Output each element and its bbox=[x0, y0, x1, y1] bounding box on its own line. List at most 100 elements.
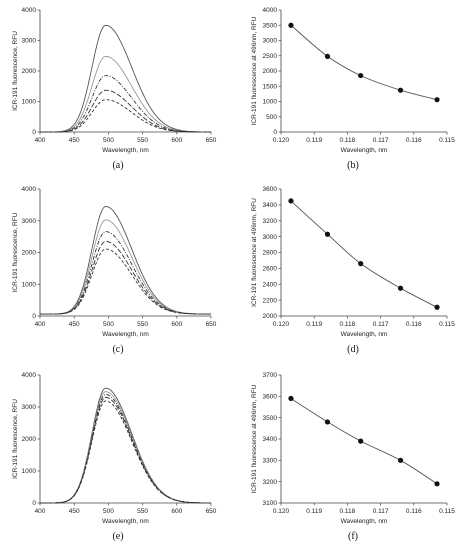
y-tick-label: 4000 bbox=[263, 7, 278, 14]
data-point-2 bbox=[324, 419, 331, 425]
x-tick-label: 0.120 bbox=[273, 137, 290, 144]
y-tick-label: 1000 bbox=[263, 99, 278, 106]
y-axis-label: ICR-191 fluorescence, RFU bbox=[12, 399, 19, 479]
data-point-4 bbox=[397, 457, 404, 463]
data-point-2 bbox=[324, 231, 331, 237]
x-tick-label: 650 bbox=[206, 508, 217, 515]
spectrum-line-4 bbox=[40, 240, 211, 315]
x-tick-label: 0.117 bbox=[373, 137, 389, 144]
spectrum-line-1 bbox=[40, 387, 211, 504]
panel-label: (c) bbox=[112, 344, 123, 355]
y-axis-label: ICR-191 fluorescence, RFU bbox=[12, 31, 19, 111]
x-tick-label: 0.116 bbox=[406, 508, 422, 515]
y-tick-label: 2000 bbox=[263, 68, 278, 75]
x-tick-label: 600 bbox=[171, 321, 182, 328]
panel-label: (a) bbox=[112, 160, 123, 171]
spectrum-line-1 bbox=[40, 206, 211, 315]
y-tick-label: 3600 bbox=[263, 186, 278, 193]
x-tick-label: 0.118 bbox=[340, 137, 356, 144]
x-tick-label: 400 bbox=[35, 137, 46, 144]
y-tick-label: 4000 bbox=[22, 186, 37, 193]
spectrum-line-5 bbox=[40, 400, 211, 504]
data-point-1 bbox=[288, 395, 294, 402]
x-tick-label: 450 bbox=[69, 137, 80, 144]
x-tick-label: 650 bbox=[206, 321, 217, 328]
y-axis-label: ICR-191 fluorescence at 496nm, RFU bbox=[251, 16, 258, 125]
panel-label: (b) bbox=[347, 160, 359, 171]
y-tick-label: 2500 bbox=[263, 53, 278, 60]
panel-label: (f) bbox=[348, 531, 358, 542]
x-tick-label: 0.117 bbox=[373, 321, 389, 328]
x-tick-label: 0.116 bbox=[406, 321, 422, 328]
spectrum-line-4 bbox=[40, 396, 211, 504]
panel-label: (e) bbox=[112, 531, 123, 542]
y-axis-label: ICR-191 fluorescence, RFU bbox=[12, 212, 19, 292]
x-tick-label: 0.115 bbox=[439, 137, 455, 144]
data-point-3 bbox=[358, 72, 364, 79]
y-tick-label: 500 bbox=[266, 114, 277, 121]
y-tick-label: 3700 bbox=[263, 372, 278, 379]
spectrum-line-4 bbox=[40, 89, 211, 133]
spectrum-line-3 bbox=[40, 231, 211, 315]
spectrum-line-2 bbox=[40, 55, 211, 133]
x-tick-label: 0.118 bbox=[340, 321, 356, 328]
x-tick-label: 0.120 bbox=[273, 321, 290, 328]
chart-panel-b: 0 500 1000 1500 2000 2500 3000 3500 4000 0.120 0.1… bbox=[251, 7, 455, 171]
data-point-4 bbox=[397, 285, 404, 291]
y-tick-label: 3000 bbox=[263, 38, 278, 45]
chart-panel-e: 0 1000 2000 3000 4000 400 450 500 550 600 650 Wavel… bbox=[12, 372, 217, 542]
spectrum-line-2 bbox=[40, 391, 211, 504]
chart-panel-c: 0 1000 2000 3000 4000 400 450 500 550 600 650 Wavel… bbox=[12, 186, 217, 355]
data-point-5 bbox=[434, 304, 440, 310]
x-axis-label: Wavelength, nm bbox=[341, 147, 388, 154]
x-tick-label: 400 bbox=[35, 321, 46, 328]
chart-panel-a: 0 1000 2000 3000 4000 400 450 500 550 600 650 Wavel… bbox=[12, 7, 217, 171]
y-tick-label: 2000 bbox=[22, 250, 37, 257]
fit-curve bbox=[290, 398, 438, 485]
y-tick-label: 3200 bbox=[263, 479, 278, 486]
y-tick-label: 0 bbox=[32, 500, 36, 507]
x-tick-label: 500 bbox=[103, 321, 114, 328]
y-tick-label: 3500 bbox=[263, 415, 278, 422]
x-tick-label: 500 bbox=[103, 508, 114, 515]
x-axis-label: Wavelength, nm bbox=[102, 518, 149, 525]
x-tick-label: 0.115 bbox=[439, 508, 455, 515]
x-axis-label: Wavelength, nm bbox=[341, 518, 388, 525]
x-tick-label: 600 bbox=[171, 137, 182, 144]
y-tick-label: 3600 bbox=[263, 394, 278, 401]
y-tick-label: 3100 bbox=[263, 500, 278, 507]
x-tick-label: 550 bbox=[137, 137, 148, 144]
y-tick-label: 1000 bbox=[22, 468, 37, 475]
x-tick-label: 550 bbox=[137, 508, 148, 515]
x-tick-label: 650 bbox=[206, 137, 217, 144]
x-tick-label: 0.119 bbox=[306, 508, 322, 515]
spectrum-line-3 bbox=[40, 75, 211, 133]
y-tick-label: 3400 bbox=[263, 436, 278, 443]
y-axis-label: ICR-191 fluorescence at 496nm, RFU bbox=[251, 198, 258, 307]
panel-label: (d) bbox=[347, 344, 359, 355]
y-tick-label: 3500 bbox=[263, 22, 278, 29]
x-axis-label: Wavelength, nm bbox=[341, 331, 388, 338]
x-tick-label: 600 bbox=[171, 508, 182, 515]
y-tick-label: 3000 bbox=[22, 38, 37, 45]
fit-curve bbox=[290, 24, 438, 101]
spectrum-line-1 bbox=[40, 24, 211, 133]
y-tick-label: 1500 bbox=[263, 83, 278, 90]
y-tick-label: 4000 bbox=[22, 372, 37, 379]
x-tick-label: 500 bbox=[103, 137, 114, 144]
x-tick-label: 0.117 bbox=[373, 508, 389, 515]
x-tick-label: 400 bbox=[35, 508, 46, 515]
x-tick-label: 0.120 bbox=[273, 508, 290, 515]
y-tick-label: 3300 bbox=[263, 458, 278, 465]
spectrum-line-5 bbox=[40, 248, 211, 315]
y-tick-label: 2800 bbox=[263, 250, 278, 257]
y-tick-label: 0 bbox=[32, 129, 36, 136]
data-point-4 bbox=[397, 87, 404, 93]
data-point-2 bbox=[324, 53, 331, 59]
spectrum-line-5 bbox=[40, 99, 211, 133]
y-tick-label: 2000 bbox=[22, 68, 37, 75]
y-tick-label: 2600 bbox=[263, 266, 278, 273]
x-tick-label: 550 bbox=[137, 321, 148, 328]
spectrum-line-3 bbox=[40, 394, 211, 504]
